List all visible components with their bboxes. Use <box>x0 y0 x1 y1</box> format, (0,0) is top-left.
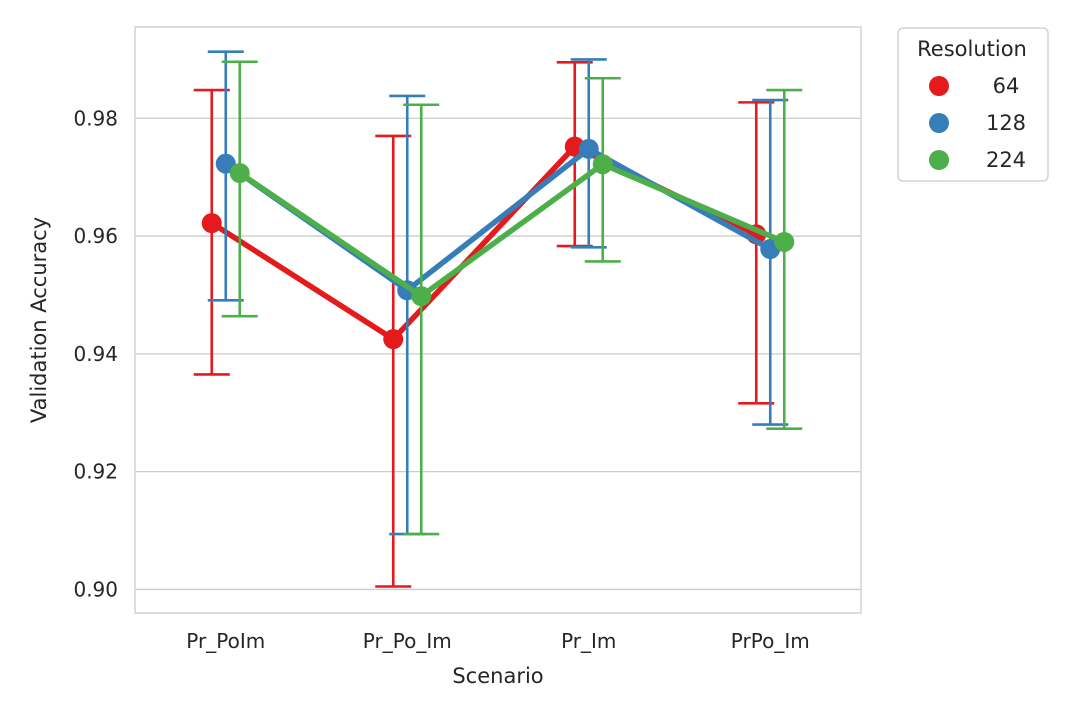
data-point <box>592 154 613 175</box>
data-point <box>215 153 236 174</box>
y-axis-label: Validation Accuracy <box>27 217 51 423</box>
series-layer <box>193 50 803 588</box>
legend-label: 224 <box>986 148 1026 172</box>
legend-marker <box>929 150 949 170</box>
legend-marker <box>929 76 949 96</box>
legend-label: 128 <box>986 111 1026 135</box>
x-tick-label: Pr_Po_Im <box>363 629 452 653</box>
y-tick-label: 0.98 <box>73 106 118 130</box>
x-tick-label: Pr_PoIm <box>186 629 265 653</box>
x-tick-label: Pr_Im <box>561 629 616 653</box>
data-point <box>411 286 432 307</box>
y-gridlines <box>135 117 861 591</box>
legend: Resolution 64 128 224 <box>897 27 1049 182</box>
data-point <box>578 138 599 159</box>
y-tick-label: 0.96 <box>73 224 118 248</box>
x-tick-labels: Pr_PoIm Pr_Po_Im Pr_Im PrPo_Im <box>186 629 809 653</box>
data-point <box>774 231 795 252</box>
y-tick-labels: 0.90 0.92 0.94 0.96 0.98 <box>73 106 118 601</box>
plot-frame <box>134 26 862 614</box>
series-line <box>238 161 786 299</box>
y-tick-label: 0.90 <box>73 577 118 601</box>
legend-marker <box>929 113 949 133</box>
legend-frame <box>897 27 1049 182</box>
x-axis-label: Scenario <box>452 664 543 688</box>
data-point <box>229 163 250 184</box>
legend-title: Resolution <box>917 37 1027 61</box>
data-point <box>383 329 404 350</box>
plot-background <box>135 27 861 613</box>
x-tick-label: PrPo_Im <box>731 629 810 653</box>
y-tick-label: 0.94 <box>73 342 118 366</box>
data-point <box>201 213 222 234</box>
series-224 <box>221 60 803 536</box>
y-tick-label: 0.92 <box>73 460 118 484</box>
legend-label: 64 <box>993 74 1020 98</box>
legend-items: 64 128 224 <box>929 74 1026 172</box>
